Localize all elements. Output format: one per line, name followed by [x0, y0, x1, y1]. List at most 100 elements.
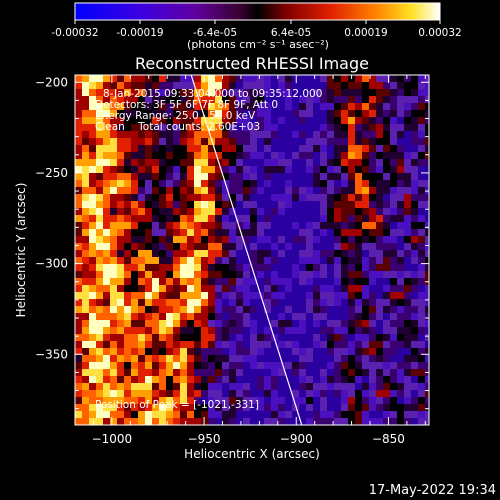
- heatmap-cell: [383, 264, 391, 272]
- heatmap-cell: [180, 89, 188, 97]
- heatmap-cell: [236, 82, 244, 90]
- heatmap-cell: [348, 355, 356, 363]
- heatmap-cell: [180, 285, 188, 293]
- heatmap-cell: [152, 369, 160, 377]
- heatmap-cell: [327, 103, 335, 111]
- heatmap-cell: [362, 124, 370, 132]
- heatmap-cell: [250, 313, 258, 321]
- heatmap-cell: [124, 404, 132, 412]
- heatmap-cell: [257, 131, 265, 139]
- heatmap-cell: [82, 229, 90, 237]
- heatmap-cell: [404, 418, 412, 425]
- heatmap-cell: [96, 257, 104, 265]
- heatmap-cell: [292, 292, 300, 300]
- heatmap-cell: [355, 341, 363, 349]
- heatmap-cell: [208, 208, 216, 216]
- heatmap-cell: [222, 117, 230, 125]
- heatmap-cell: [257, 243, 265, 251]
- heatmap-cell: [397, 82, 405, 90]
- heatmap-cell: [243, 229, 251, 237]
- heatmap-cell: [138, 110, 146, 118]
- heatmap-cell: [425, 103, 429, 111]
- heatmap-cell: [341, 124, 349, 132]
- heatmap-cell: [236, 306, 244, 314]
- heatmap-cell: [243, 369, 251, 377]
- heatmap-cell: [306, 404, 314, 412]
- heatmap-cell: [75, 131, 83, 139]
- heatmap-cell: [201, 201, 209, 209]
- heatmap-cell: [96, 376, 104, 384]
- heatmap-cell: [383, 348, 391, 356]
- heatmap-cell: [173, 278, 181, 286]
- heatmap-cell: [222, 110, 230, 118]
- annotation-block: 8-Jan-2015 09:33:04.000 to 09:35:12.000 …: [95, 88, 322, 411]
- heatmap-cell: [383, 82, 391, 90]
- heatmap-cell: [201, 285, 209, 293]
- heatmap-cell: [355, 264, 363, 272]
- heatmap-cell: [229, 348, 237, 356]
- heatmap-cell: [320, 110, 328, 118]
- heatmap-cell: [117, 369, 125, 377]
- heatmap-cell: [124, 145, 132, 153]
- heatmap-cell: [215, 369, 223, 377]
- heatmap-cell: [292, 411, 300, 419]
- heatmap-cell: [173, 411, 181, 419]
- heatmap-cell: [89, 187, 97, 195]
- heatmap-cell: [131, 208, 139, 216]
- colorbar-gradient: [74, 2, 441, 21]
- heatmap-cell: [264, 285, 272, 293]
- heatmap-cell: [418, 362, 426, 370]
- heatmap-cell: [257, 348, 265, 356]
- heatmap-cell: [96, 327, 104, 335]
- heatmap-cell: [89, 390, 97, 398]
- heatmap-cell: [215, 418, 223, 425]
- heatmap-cell: [306, 117, 314, 125]
- heatmap-cell: [166, 257, 174, 265]
- heatmap-cell: [194, 285, 202, 293]
- heatmap-cell: [194, 236, 202, 244]
- heatmap-cell: [145, 313, 153, 321]
- heatmap-cell: [425, 117, 429, 125]
- heatmap-cell: [103, 306, 111, 314]
- heatmap-cell: [117, 334, 125, 342]
- heatmap-cell: [285, 376, 293, 384]
- heatmap-cell: [159, 117, 167, 125]
- heatmap-cell: [229, 194, 237, 202]
- heatmap-cell: [152, 138, 160, 146]
- heatmap-cell: [75, 376, 83, 384]
- heatmap-cell: [299, 201, 307, 209]
- heatmap-cell: [411, 222, 419, 230]
- heatmap-cell: [397, 348, 405, 356]
- heatmap-cell: [215, 222, 223, 230]
- heatmap-cell: [243, 166, 251, 174]
- heatmap-cell: [208, 131, 216, 139]
- heatmap-cell: [257, 152, 265, 160]
- heatmap-cell: [173, 376, 181, 384]
- heatmap-cell: [194, 89, 202, 97]
- heatmap-cell: [159, 348, 167, 356]
- heatmap-cell: [411, 278, 419, 286]
- heatmap-cell: [264, 390, 272, 398]
- heatmap-cell: [187, 404, 195, 412]
- heatmap-cell: [222, 404, 230, 412]
- heatmap-cell: [145, 362, 153, 370]
- heatmap-cell: [96, 348, 104, 356]
- heatmap-cell: [173, 201, 181, 209]
- heatmap-cell: [292, 194, 300, 202]
- heatmap-cell: [397, 320, 405, 328]
- heatmap-cell: [215, 166, 223, 174]
- heatmap-cell: [138, 348, 146, 356]
- heatmap-cell: [131, 327, 139, 335]
- heatmap-cell: [271, 110, 279, 118]
- heatmap-cell: [425, 96, 429, 104]
- heatmap-cell: [89, 278, 97, 286]
- heatmap-cell: [229, 271, 237, 279]
- heatmap-cell: [187, 313, 195, 321]
- heatmap-cell: [320, 292, 328, 300]
- heatmap-cell: [390, 201, 398, 209]
- heatmap-cell: [222, 383, 230, 391]
- heatmap-cell: [376, 194, 384, 202]
- heatmap-cell: [159, 145, 167, 153]
- heatmap-cell: [327, 82, 335, 90]
